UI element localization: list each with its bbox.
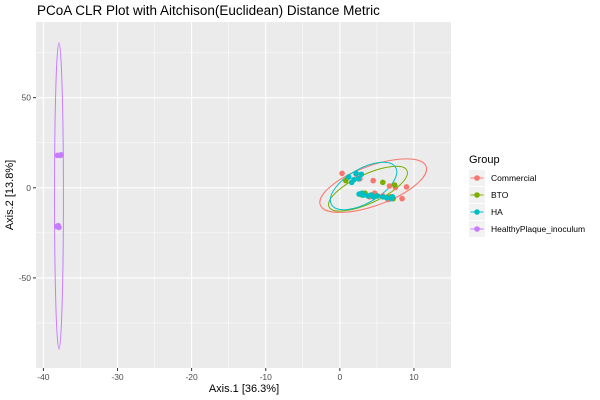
data-point — [356, 191, 362, 197]
data-point — [58, 152, 64, 158]
legend-title: Group — [469, 154, 500, 166]
data-point — [399, 195, 405, 202]
data-point — [380, 179, 386, 186]
data-point — [348, 179, 355, 186]
data-point — [53, 223, 60, 230]
legend-label: BTO — [491, 190, 509, 200]
data-point — [389, 194, 396, 200]
data-point — [403, 184, 410, 190]
data-point — [370, 194, 376, 200]
y-tick-label: 50 — [22, 93, 32, 103]
data-point — [370, 177, 376, 184]
x-tick-label: 10 — [409, 372, 419, 382]
data-point — [391, 182, 398, 188]
data-point — [339, 170, 345, 177]
data-point — [386, 183, 393, 189]
x-tick-label: -40 — [37, 372, 50, 382]
x-tick-label: -20 — [185, 372, 198, 382]
x-axis-title: Axis.1 [36.3%] — [209, 383, 279, 395]
axis-tick-labels: -40 -30 -20 -10 0 10 -50 0 50 — [19, 93, 419, 382]
points-layer — [53, 152, 410, 231]
x-tick-label: -30 — [111, 372, 124, 382]
grid-major — [36, 22, 451, 368]
legend: Commercial BTO HA HealthyPlaque_inoculum — [469, 170, 585, 237]
data-point — [353, 170, 359, 177]
legend-marker — [474, 226, 480, 232]
y-tick-label: -50 — [19, 273, 32, 283]
x-tick-label: 0 — [337, 372, 342, 382]
data-point — [383, 194, 390, 201]
grid-minor — [36, 22, 451, 368]
legend-marker — [474, 192, 480, 198]
data-point — [358, 171, 365, 178]
data-point — [345, 174, 352, 180]
axis-ticks — [33, 97, 415, 371]
x-tick-label: -10 — [260, 372, 273, 382]
legend-label: Commercial — [491, 173, 536, 183]
data-point — [360, 192, 367, 198]
legend-label: HA — [491, 207, 503, 217]
legend-label: HealthyPlaque_inoculum — [491, 224, 585, 234]
y-tick-label: 0 — [26, 183, 31, 193]
confidence-ellipse — [319, 158, 428, 213]
confidence-ellipse — [54, 42, 64, 350]
legend-marker — [474, 175, 480, 181]
data-point — [355, 175, 362, 182]
y-axis-title: Axis.2 [13.8%] — [4, 160, 16, 230]
chart-title: PCoA CLR Plot with Aitchison(Euclidean) … — [37, 3, 380, 18]
data-point — [374, 193, 381, 199]
legend-marker — [474, 209, 480, 215]
